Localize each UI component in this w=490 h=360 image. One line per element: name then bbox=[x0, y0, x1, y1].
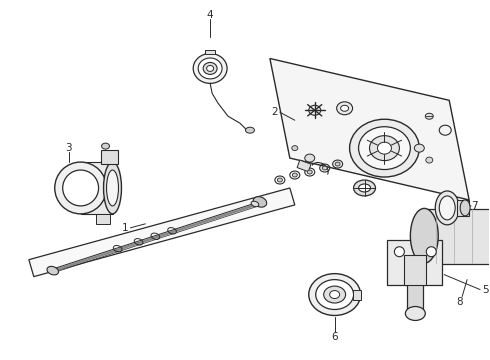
Ellipse shape bbox=[439, 196, 455, 220]
Text: 2: 2 bbox=[271, 107, 278, 117]
Text: 6: 6 bbox=[331, 332, 338, 342]
Ellipse shape bbox=[316, 280, 354, 310]
Text: 4: 4 bbox=[207, 10, 214, 20]
Bar bbox=[457, 200, 469, 216]
Ellipse shape bbox=[354, 180, 375, 196]
Ellipse shape bbox=[207, 66, 214, 71]
Ellipse shape bbox=[292, 146, 298, 150]
Ellipse shape bbox=[330, 291, 340, 298]
Ellipse shape bbox=[106, 170, 119, 206]
Ellipse shape bbox=[293, 173, 297, 177]
Ellipse shape bbox=[426, 157, 433, 163]
Bar bbox=[424, 209, 490, 264]
Ellipse shape bbox=[405, 306, 425, 320]
Ellipse shape bbox=[63, 170, 98, 206]
Bar bbox=[100, 150, 119, 164]
Ellipse shape bbox=[253, 197, 267, 207]
Bar bbox=[388, 240, 442, 285]
Ellipse shape bbox=[394, 247, 404, 257]
Ellipse shape bbox=[435, 191, 459, 225]
Ellipse shape bbox=[307, 170, 312, 174]
Ellipse shape bbox=[410, 208, 438, 263]
Ellipse shape bbox=[460, 200, 470, 216]
Polygon shape bbox=[270, 58, 469, 200]
Ellipse shape bbox=[369, 136, 399, 161]
Ellipse shape bbox=[251, 201, 259, 207]
Ellipse shape bbox=[425, 113, 433, 119]
Text: 7: 7 bbox=[471, 201, 477, 211]
Ellipse shape bbox=[415, 144, 424, 152]
Ellipse shape bbox=[359, 184, 370, 192]
Ellipse shape bbox=[341, 105, 348, 111]
Ellipse shape bbox=[322, 166, 327, 170]
Ellipse shape bbox=[47, 266, 58, 275]
Ellipse shape bbox=[335, 162, 340, 166]
Ellipse shape bbox=[277, 178, 282, 182]
Ellipse shape bbox=[101, 143, 110, 149]
Bar bbox=[81, 162, 113, 214]
Ellipse shape bbox=[103, 162, 122, 214]
Ellipse shape bbox=[359, 127, 410, 170]
Ellipse shape bbox=[193, 54, 227, 84]
Polygon shape bbox=[29, 188, 295, 276]
Bar bbox=[404, 255, 426, 285]
Ellipse shape bbox=[203, 62, 217, 75]
Text: 8: 8 bbox=[456, 297, 463, 306]
Ellipse shape bbox=[377, 142, 392, 154]
Text: 5: 5 bbox=[482, 284, 489, 294]
Ellipse shape bbox=[324, 286, 345, 303]
Ellipse shape bbox=[337, 102, 353, 115]
Bar bbox=[205, 50, 215, 54]
Text: 3: 3 bbox=[65, 143, 72, 153]
Ellipse shape bbox=[349, 119, 419, 177]
Ellipse shape bbox=[55, 162, 106, 214]
Bar bbox=[297, 160, 311, 172]
Text: 1: 1 bbox=[122, 223, 129, 233]
Ellipse shape bbox=[198, 58, 222, 79]
Bar bbox=[96, 214, 110, 224]
Ellipse shape bbox=[309, 274, 361, 315]
Bar bbox=[353, 289, 361, 300]
Ellipse shape bbox=[305, 154, 315, 162]
Ellipse shape bbox=[426, 247, 436, 257]
Ellipse shape bbox=[245, 127, 254, 133]
Bar bbox=[407, 282, 423, 311]
